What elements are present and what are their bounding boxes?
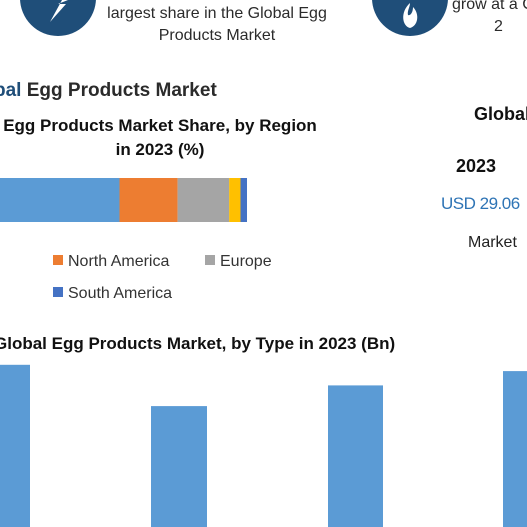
region-segment-3 (177, 178, 230, 222)
legend-swatch-north-america (53, 255, 63, 265)
legend-label-europe: Europe (220, 253, 272, 270)
region-chart-title: Egg Products Market Share, by Region in … (0, 114, 330, 162)
brand-rest: Egg Products Market (21, 80, 217, 101)
side-heading: Global (474, 104, 527, 124)
legend-label-south-america: South America (68, 285, 173, 302)
region-segment-1 (0, 178, 120, 222)
side-caption: Market (468, 234, 517, 251)
region-share-chart (0, 178, 247, 222)
legend-swatch-europe (205, 255, 215, 265)
header-right-line2: 2 (494, 18, 503, 35)
type-chart-title: Global Egg Products Market, by Type in 2… (0, 334, 396, 353)
header-left-line1: largest share in the Global Egg (107, 5, 327, 22)
type-bar-2 (151, 406, 207, 527)
flame-icon (372, 0, 448, 36)
type-bar-chart (0, 364, 527, 527)
region-segment-2 (119, 178, 178, 222)
legend-north-america: North America (53, 253, 169, 271)
region-chart-title-line1: Egg Products Market Share, by Region (3, 116, 317, 135)
legend-swatch-south-america (53, 287, 63, 297)
type-bar-3 (328, 385, 383, 527)
type-bar-4 (503, 371, 527, 527)
brand-title: bal Egg Products Market (0, 80, 217, 102)
lightning-bolt-icon (20, 0, 96, 36)
brand-accent: bal (0, 80, 22, 101)
header-left-line2: Products Market (158, 27, 276, 44)
side-year: 2023 (456, 156, 497, 176)
side-value: USD 29.06 (441, 194, 520, 213)
header-left-text: largest share in the Global Egg Products… (90, 3, 344, 47)
header-right-line1: grow at a C (452, 0, 527, 13)
type-bar-1 (0, 364, 30, 527)
header-right-text: grow at a C 2 (452, 0, 527, 38)
region-segment-4 (229, 178, 241, 222)
legend-label-north-america: North America (68, 253, 170, 270)
region-chart-title-line2: in 2023 (%) (115, 140, 205, 159)
legend-south-america: South America (53, 285, 172, 303)
region-segment-5 (240, 178, 247, 222)
legend-europe: Europe (205, 253, 272, 271)
